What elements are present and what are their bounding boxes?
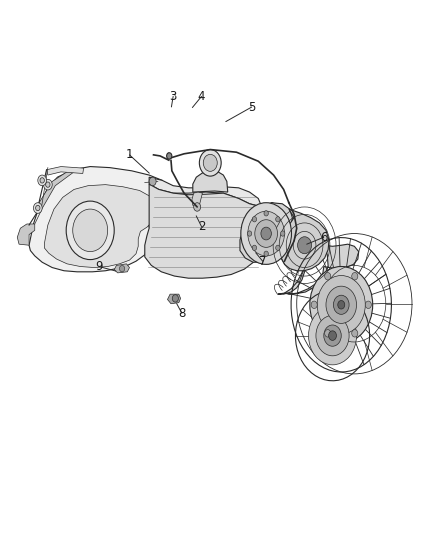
Circle shape — [149, 177, 156, 185]
Circle shape — [66, 201, 114, 260]
Circle shape — [252, 245, 257, 251]
Text: 1: 1 — [126, 148, 133, 161]
Circle shape — [35, 205, 40, 211]
Circle shape — [328, 331, 336, 341]
Circle shape — [297, 237, 311, 254]
Circle shape — [276, 216, 280, 222]
Circle shape — [352, 329, 358, 337]
Circle shape — [172, 295, 178, 302]
Circle shape — [308, 306, 357, 365]
Circle shape — [46, 182, 50, 187]
Text: 6: 6 — [320, 231, 328, 244]
Circle shape — [326, 286, 357, 324]
Circle shape — [247, 231, 252, 236]
Circle shape — [199, 150, 221, 176]
Text: 3: 3 — [170, 90, 177, 103]
Text: 4: 4 — [198, 90, 205, 103]
Circle shape — [33, 203, 42, 213]
Circle shape — [264, 251, 268, 256]
Circle shape — [316, 316, 349, 356]
Circle shape — [325, 329, 331, 337]
Circle shape — [310, 266, 373, 343]
Polygon shape — [192, 192, 202, 205]
Circle shape — [352, 272, 358, 280]
Text: 9: 9 — [95, 260, 102, 273]
Circle shape — [333, 295, 349, 314]
Polygon shape — [17, 224, 35, 245]
Polygon shape — [46, 166, 84, 175]
Circle shape — [281, 231, 285, 236]
Text: 7: 7 — [259, 255, 266, 268]
Circle shape — [338, 301, 345, 309]
Text: 8: 8 — [178, 307, 186, 320]
Polygon shape — [240, 203, 292, 262]
Circle shape — [317, 276, 365, 334]
Polygon shape — [167, 294, 180, 304]
Polygon shape — [29, 166, 166, 272]
Polygon shape — [114, 264, 130, 273]
Circle shape — [203, 155, 217, 171]
Polygon shape — [36, 168, 74, 211]
Circle shape — [365, 301, 371, 309]
Circle shape — [248, 211, 285, 256]
Polygon shape — [280, 209, 329, 271]
Circle shape — [241, 203, 291, 264]
Circle shape — [311, 301, 317, 309]
Circle shape — [261, 227, 272, 240]
Circle shape — [40, 177, 44, 183]
Polygon shape — [44, 184, 155, 268]
Circle shape — [264, 211, 268, 216]
Polygon shape — [193, 171, 228, 192]
Circle shape — [255, 220, 278, 247]
Circle shape — [43, 179, 52, 190]
Text: 5: 5 — [248, 101, 255, 114]
Polygon shape — [272, 203, 307, 294]
Circle shape — [38, 175, 46, 185]
Circle shape — [325, 272, 331, 280]
Circle shape — [324, 325, 341, 346]
Polygon shape — [149, 177, 262, 207]
Polygon shape — [145, 184, 262, 278]
Text: 2: 2 — [198, 220, 205, 233]
Circle shape — [120, 265, 125, 272]
Circle shape — [73, 209, 108, 252]
Circle shape — [252, 216, 257, 222]
Circle shape — [166, 153, 172, 159]
Circle shape — [194, 203, 201, 211]
Polygon shape — [285, 244, 359, 294]
Circle shape — [276, 245, 280, 251]
